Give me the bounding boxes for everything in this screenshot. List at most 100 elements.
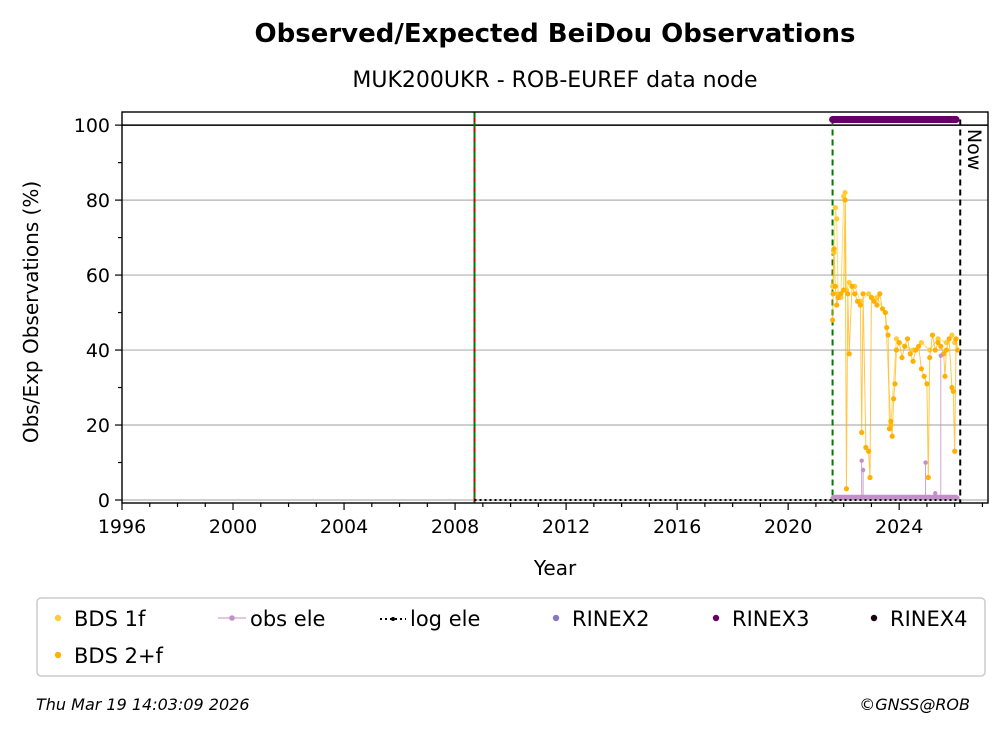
data-point [935, 339, 941, 346]
data-point [891, 396, 897, 402]
obs-ele-point [955, 495, 960, 500]
data-point [893, 336, 900, 342]
obs-ele-point [935, 495, 941, 500]
data-point [835, 294, 841, 301]
data-point [868, 294, 875, 301]
data-point [854, 298, 861, 304]
data-point [829, 317, 836, 323]
data-point [949, 332, 955, 338]
legend: BDS 1f obs ele log ele RINEX2 RINEX3 RINEX4 BD… [36, 597, 986, 677]
obs-ele-point [946, 495, 952, 500]
obs-ele-point [919, 495, 924, 500]
legend-label: RINEX3 [732, 607, 810, 631]
data-point [882, 309, 888, 316]
obs-ele-point [885, 495, 891, 500]
data-point [927, 347, 933, 353]
x-tick-label: 2008 [431, 516, 479, 538]
data-point [884, 324, 890, 331]
data-point [874, 302, 880, 308]
legend-marker [552, 614, 560, 622]
x-axis-label: Year [533, 556, 577, 580]
x-tick-label: 2004 [320, 516, 368, 538]
legend-marker [54, 614, 62, 622]
data-point [938, 343, 944, 349]
obs-ele-point [923, 460, 928, 465]
obs-ele-point [938, 353, 944, 358]
data-point [885, 332, 891, 338]
legend-label: RINEX2 [572, 607, 650, 631]
x-tick-label: 2016 [653, 516, 701, 538]
footer-timestamp: Thu Mar 19 14:03:09 2026 [36, 695, 250, 714]
obs-ele-point [863, 495, 869, 500]
data-point [842, 189, 848, 196]
data-point [877, 291, 883, 297]
data-point [896, 339, 902, 346]
data-point [921, 373, 927, 379]
data-point [935, 336, 941, 342]
data-point [907, 351, 913, 357]
data-point [899, 354, 905, 361]
obs-ele-point [835, 495, 841, 500]
legend-marker [54, 651, 62, 659]
legend-frame [36, 597, 986, 677]
data-point [866, 448, 872, 454]
legend-marker [391, 617, 395, 621]
obs-ele-point [874, 495, 880, 500]
legend-marker [712, 614, 720, 622]
obs-ele-point [908, 495, 913, 500]
axes-frame [121, 111, 989, 504]
data-point [916, 343, 922, 349]
legend-label: BDS 1f [74, 607, 146, 631]
obs-ele-point [847, 495, 852, 500]
legend-label: RINEX4 [890, 607, 968, 631]
data-point [913, 347, 919, 353]
data-point [846, 279, 852, 286]
y-tick-label: 40 [86, 340, 110, 362]
obs-ele-point [859, 458, 864, 463]
chart-title: Observed/Expected BeiDou Observations [255, 19, 856, 49]
data-point [910, 358, 916, 364]
data-point [832, 204, 838, 211]
data-point [831, 246, 837, 252]
data-point [927, 354, 933, 361]
legend-label: obs ele [250, 607, 325, 631]
data-point [838, 291, 844, 297]
data-point [843, 486, 850, 492]
data-point [841, 287, 847, 293]
data-point [946, 336, 952, 342]
data-point [879, 306, 886, 312]
data-point [866, 291, 872, 297]
now-label: Now [963, 129, 985, 170]
data-point [886, 426, 893, 432]
data-point [943, 347, 949, 353]
data-point [863, 444, 869, 451]
data-point [929, 332, 936, 338]
legend-label: BDS 2+f [74, 644, 164, 668]
y-tick-label: 20 [86, 415, 110, 437]
obs-ele-point [896, 495, 902, 500]
x-tick-label: 1996 [98, 516, 146, 538]
data-point [842, 197, 848, 203]
data-point [932, 347, 938, 353]
data-point [849, 283, 855, 289]
obs-ele-point [933, 491, 938, 496]
x-tick-label: 2000 [209, 516, 257, 538]
legend-marker [229, 615, 235, 621]
data-point [867, 474, 873, 481]
data-point [830, 291, 836, 297]
footer-copyright: ©GNSS@ROB [859, 695, 970, 714]
data-point [892, 381, 898, 387]
x-tick-label: 2024 [875, 516, 923, 538]
data-point [852, 291, 858, 297]
data-point [860, 291, 866, 297]
data-point [954, 347, 961, 353]
x-tick-label: 2012 [542, 516, 590, 538]
data-point [925, 474, 931, 481]
plot-area: Now 1996 2000 2004 2008 2012 2016 2020 2024 0 20 40… [74, 111, 989, 538]
y-axis-label: Obs/Exp Observations (%) [19, 181, 43, 443]
data-point [924, 381, 930, 387]
data-point [942, 373, 948, 379]
data-point [952, 448, 958, 454]
data-point [902, 343, 908, 349]
